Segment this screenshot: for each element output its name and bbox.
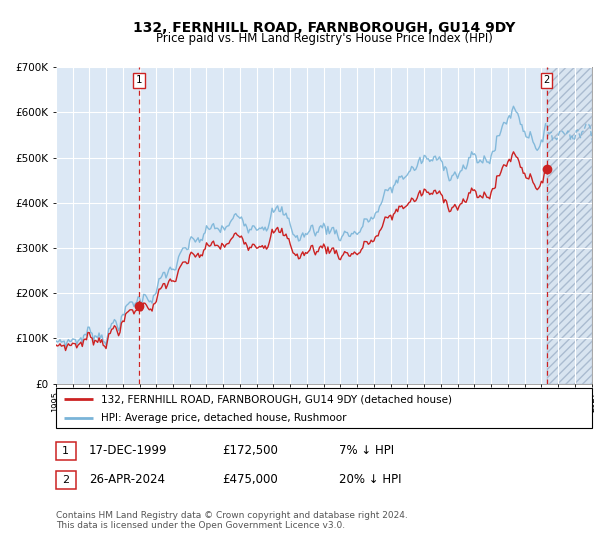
Text: 7% ↓ HPI: 7% ↓ HPI bbox=[339, 444, 394, 458]
Text: £475,000: £475,000 bbox=[222, 473, 278, 487]
Text: 1: 1 bbox=[62, 446, 69, 456]
Text: 2: 2 bbox=[62, 475, 69, 485]
Text: 132, FERNHILL ROAD, FARNBOROUGH, GU14 9DY: 132, FERNHILL ROAD, FARNBOROUGH, GU14 9D… bbox=[133, 21, 515, 35]
Text: 132, FERNHILL ROAD, FARNBOROUGH, GU14 9DY (detached house): 132, FERNHILL ROAD, FARNBOROUGH, GU14 9D… bbox=[101, 394, 452, 404]
Text: HPI: Average price, detached house, Rushmoor: HPI: Average price, detached house, Rush… bbox=[101, 413, 347, 423]
Text: £172,500: £172,500 bbox=[222, 444, 278, 458]
Bar bbox=[547, 67, 592, 384]
Text: 1: 1 bbox=[136, 75, 142, 85]
Text: 20% ↓ HPI: 20% ↓ HPI bbox=[339, 473, 401, 487]
Text: 17-DEC-1999: 17-DEC-1999 bbox=[89, 444, 167, 458]
Text: 26-APR-2024: 26-APR-2024 bbox=[89, 473, 165, 487]
Text: Price paid vs. HM Land Registry's House Price Index (HPI): Price paid vs. HM Land Registry's House … bbox=[155, 32, 493, 45]
Text: Contains HM Land Registry data © Crown copyright and database right 2024.
This d: Contains HM Land Registry data © Crown c… bbox=[56, 511, 407, 530]
Text: 2: 2 bbox=[544, 75, 550, 85]
Bar bbox=[547, 67, 592, 384]
